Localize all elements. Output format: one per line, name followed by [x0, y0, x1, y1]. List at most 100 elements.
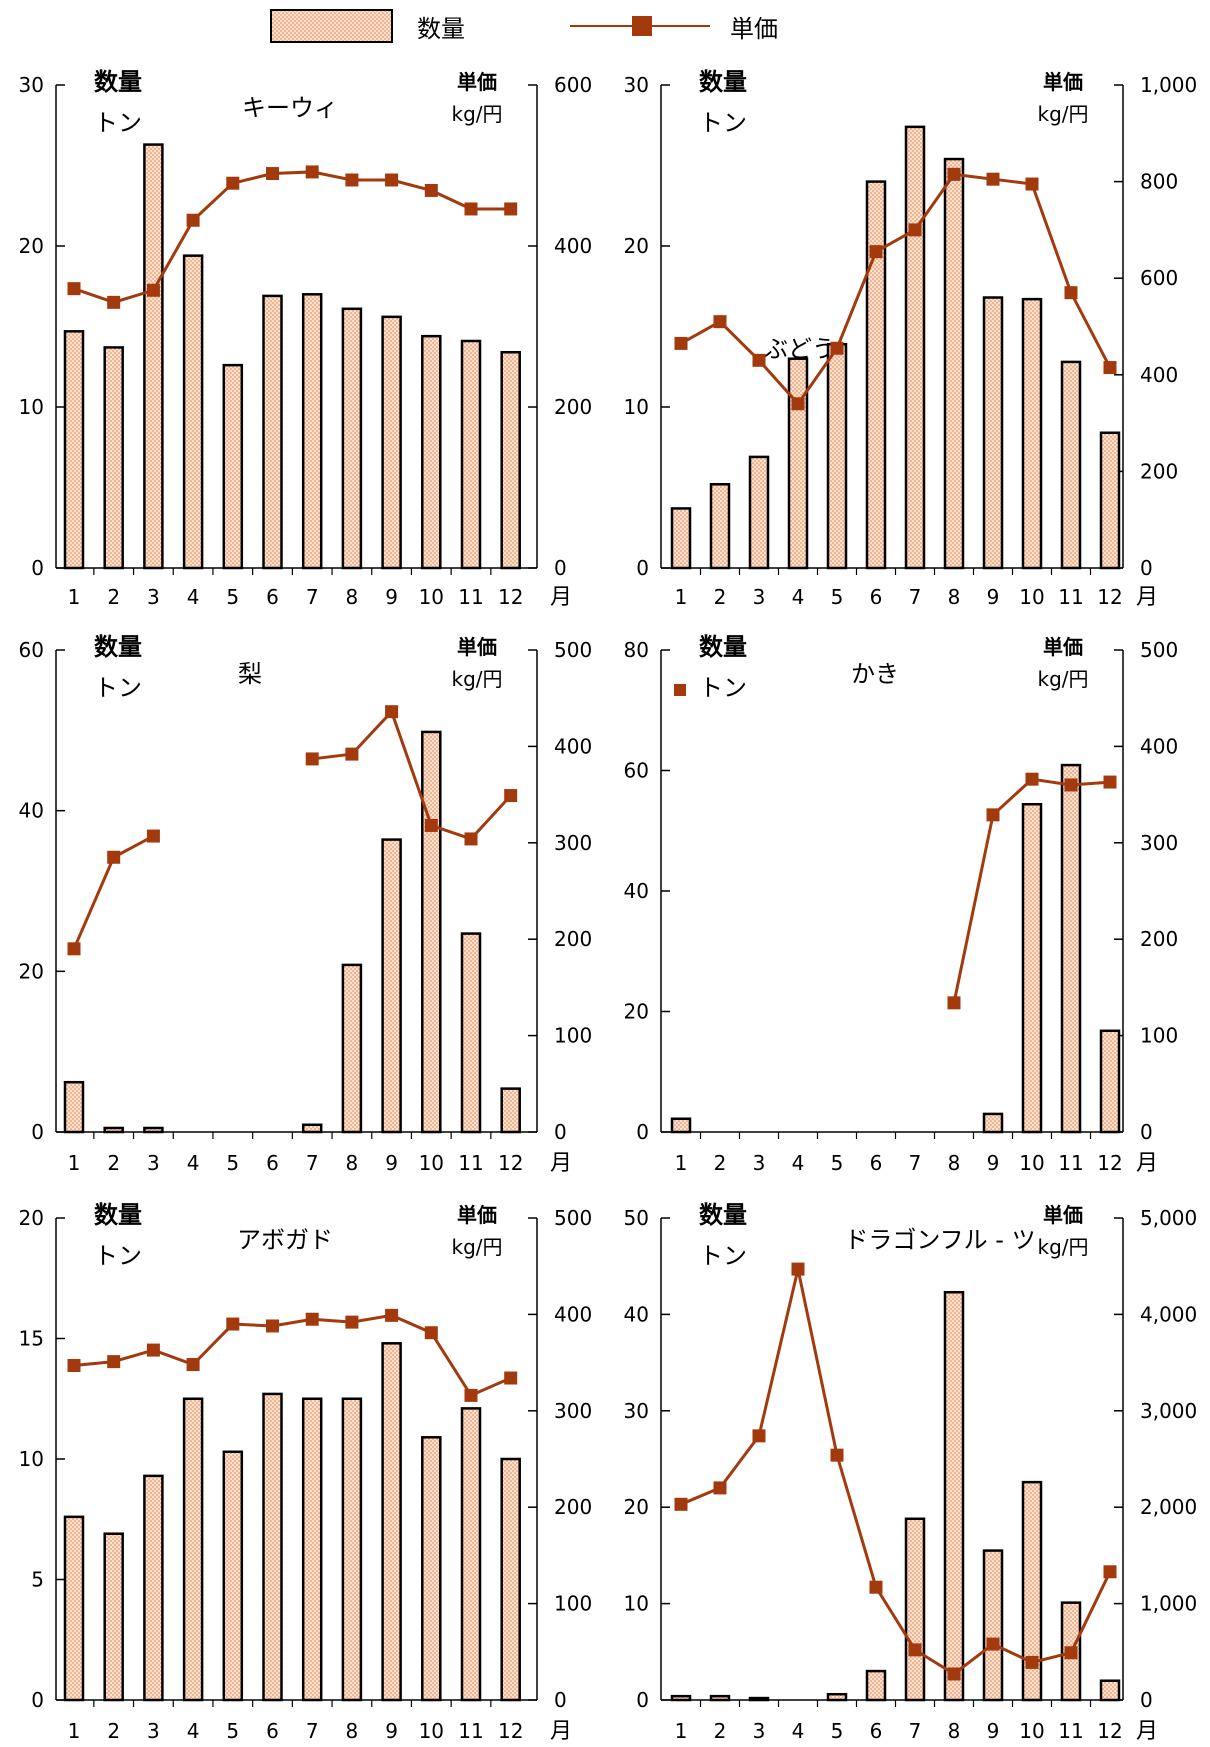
bar-quantity	[262, 294, 283, 570]
bar-quantity	[709, 1694, 731, 1702]
bar-quantity	[982, 1549, 1004, 1702]
x-tick-label: 12	[1097, 585, 1122, 609]
bar-quantity	[460, 932, 482, 1134]
right-tick-label: 600	[1140, 266, 1178, 290]
x-tick-label: 3	[753, 1719, 766, 1743]
right-axis-unit: kg/円	[451, 667, 502, 691]
left-axis-unit: トン	[94, 1242, 142, 1270]
chart-title: かき	[851, 660, 899, 688]
left-tick-label: 20	[19, 959, 44, 983]
x-tick-label: 10	[1019, 1719, 1044, 1743]
price-marker	[345, 173, 359, 187]
price-marker	[908, 223, 922, 237]
x-tick-label: 8	[948, 1719, 961, 1743]
price-marker	[1103, 775, 1117, 789]
bar-quantity	[182, 1397, 204, 1702]
x-tick-label: 4	[187, 585, 200, 609]
price-marker	[266, 167, 279, 181]
bar-quantity	[421, 730, 442, 1134]
price-marker	[424, 818, 438, 832]
left-tick-label: 10	[624, 1592, 649, 1616]
right-tick-label: 0	[1140, 1688, 1153, 1712]
left-tick-label: 40	[19, 799, 44, 823]
left-axis-title: 数量	[94, 633, 142, 661]
bar-quantity	[182, 254, 204, 570]
x-tick-label: 8	[346, 585, 359, 609]
x-tick-label: 2	[107, 1151, 120, 1175]
left-axis-title: 数量	[94, 68, 142, 96]
right-tick-label: 0	[1140, 556, 1153, 580]
x-unit-label: 月	[1136, 1151, 1158, 1176]
price-marker	[947, 167, 961, 181]
price-marker	[504, 789, 518, 803]
price-line-segment	[680, 1268, 1112, 1676]
price-marker	[1103, 361, 1117, 375]
price-marker	[186, 213, 200, 227]
x-tick-label: 2	[714, 585, 727, 609]
bar-quantity	[63, 1080, 85, 1134]
right-tick-label: 100	[1140, 1024, 1178, 1048]
chart-legend: 数量 単価	[270, 9, 778, 43]
x-tick-label: 6	[266, 1151, 279, 1175]
x-tick-label: 11	[1058, 1719, 1083, 1743]
x-tick-label: 10	[419, 1151, 444, 1175]
right-tick-label: 200	[1140, 459, 1178, 483]
bar-quantity	[341, 963, 363, 1134]
bar-quantity	[341, 307, 363, 570]
right-tick-label: 200	[554, 1495, 592, 1519]
right-tick-label: 200	[554, 395, 592, 419]
bar-quantity	[865, 1669, 887, 1702]
price-marker	[947, 996, 961, 1010]
bar-quantity	[748, 455, 770, 570]
bar-quantity	[982, 1112, 1004, 1134]
price-marker	[186, 1358, 200, 1372]
bar-quantity	[460, 339, 482, 570]
price-marker	[424, 1326, 438, 1340]
chart-title: キーウィ	[242, 94, 338, 122]
right-tick-label: 200	[1140, 927, 1178, 951]
right-tick-label: 400	[554, 1302, 592, 1326]
price-marker	[464, 1388, 478, 1402]
x-tick-label: 2	[107, 585, 120, 609]
right-tick-label: 400	[554, 734, 592, 758]
price-marker	[1064, 778, 1078, 792]
price-marker	[504, 1371, 518, 1385]
price-marker	[713, 315, 727, 329]
left-tick-label: 20	[624, 1495, 649, 1519]
right-tick-label: 400	[1140, 363, 1178, 387]
left-tick-label: 60	[624, 759, 649, 783]
x-tick-label: 5	[226, 1719, 239, 1743]
price-marker	[226, 176, 240, 190]
price-line-segment	[312, 708, 512, 841]
x-tick-label: 11	[458, 1151, 483, 1175]
price-marker	[791, 1262, 805, 1276]
bar-quantity	[1021, 297, 1043, 570]
x-tick-label: 3	[147, 1719, 160, 1743]
x-tick-label: 3	[147, 1151, 160, 1175]
right-tick-label: 200	[554, 927, 592, 951]
right-tick-label: 500	[554, 638, 592, 662]
bar-quantity	[709, 483, 731, 570]
x-tick-label: 8	[948, 1151, 961, 1175]
price-marker	[1025, 772, 1039, 786]
x-tick-label: 8	[346, 1719, 359, 1743]
right-axis-unit: kg/円	[1037, 1235, 1088, 1259]
bar-quantity	[381, 315, 402, 570]
right-axis-unit: kg/円	[1037, 102, 1088, 126]
stray-marker	[674, 684, 686, 696]
left-tick-label: 0	[636, 1120, 649, 1144]
x-tick-label: 9	[987, 585, 1000, 609]
price-marker	[947, 1667, 961, 1681]
x-unit-label: 月	[550, 585, 572, 610]
x-tick-label: 5	[831, 1151, 844, 1175]
x-tick-label: 1	[675, 1719, 688, 1743]
x-tick-label: 10	[419, 1719, 444, 1743]
legend-swatch-quantity	[270, 9, 393, 43]
price-marker	[869, 245, 883, 259]
bar-quantity	[943, 157, 965, 570]
